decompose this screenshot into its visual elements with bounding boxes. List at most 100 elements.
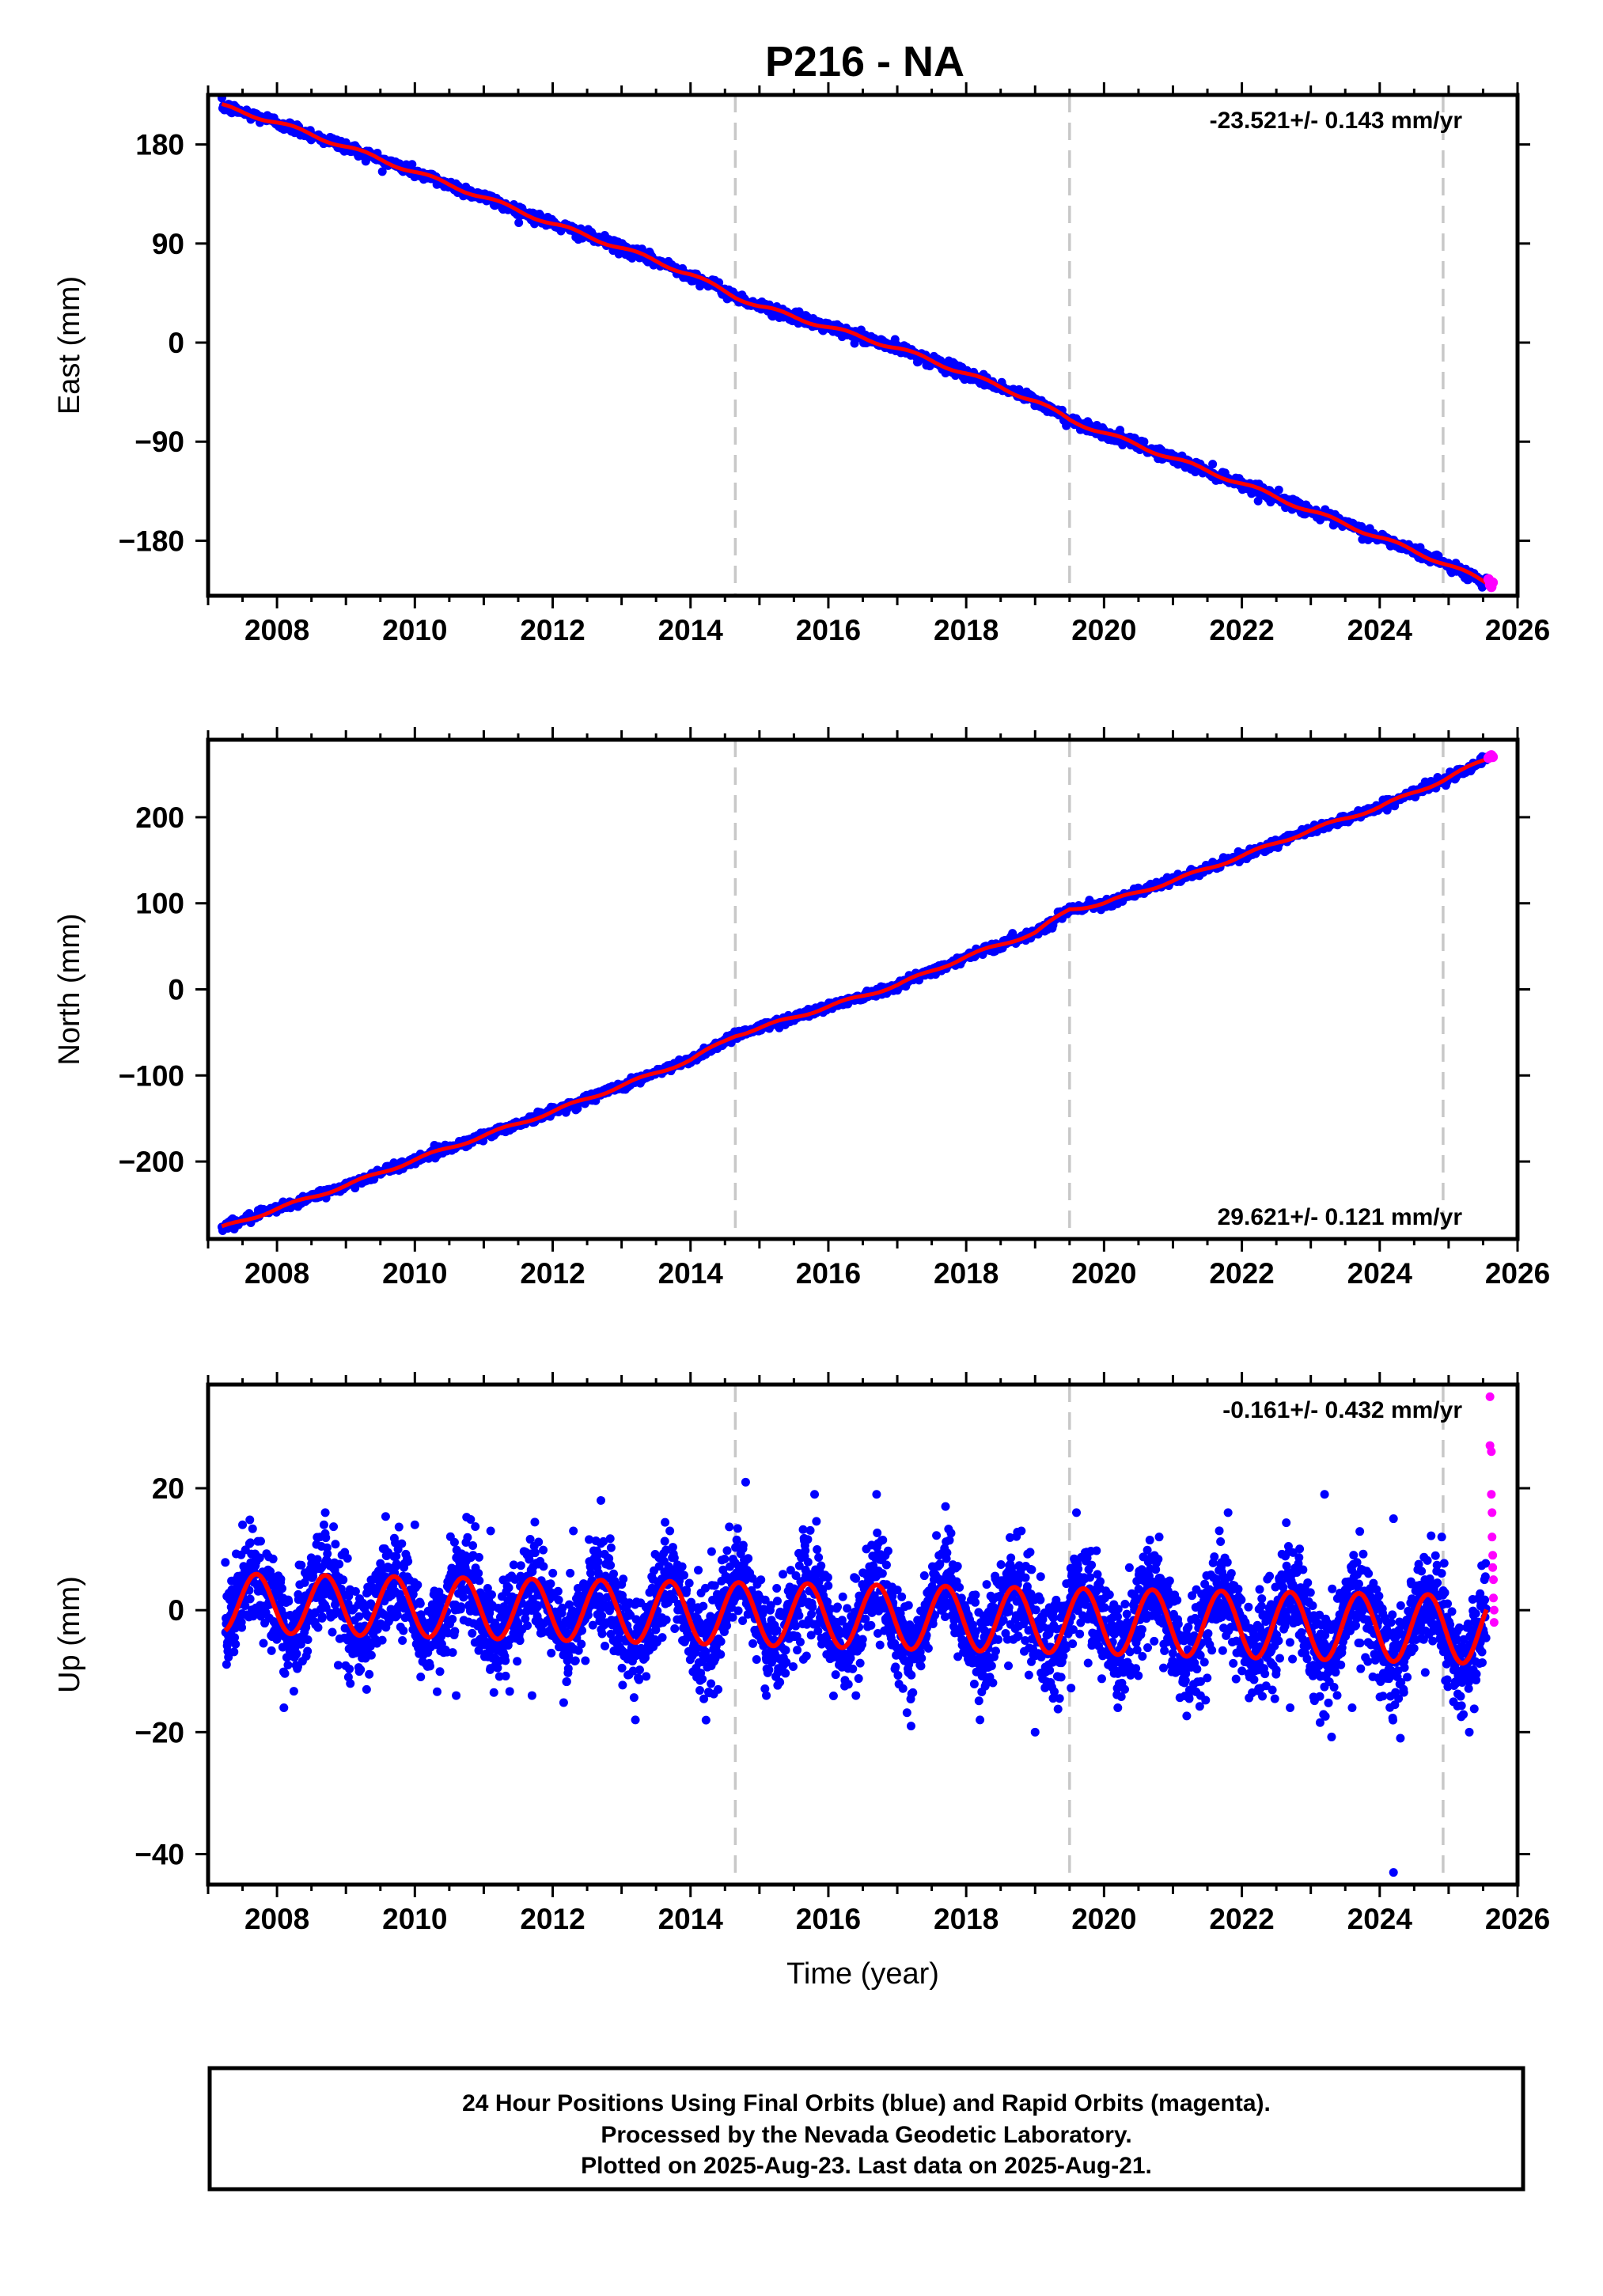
y-axis-label: East (mm) bbox=[53, 276, 86, 415]
final-orbit-point bbox=[333, 1661, 343, 1670]
y-tick-label: 0 bbox=[168, 327, 184, 359]
final-orbit-point bbox=[707, 1679, 716, 1688]
final-orbit-point bbox=[618, 1680, 627, 1690]
final-orbit-point bbox=[548, 1568, 558, 1578]
final-orbit-point bbox=[246, 1538, 256, 1548]
x-tick-label: 2018 bbox=[934, 614, 999, 646]
x-tick-label: 2020 bbox=[1071, 614, 1136, 646]
final-orbit-point bbox=[707, 1547, 716, 1556]
final-orbit-point bbox=[553, 1586, 563, 1596]
x-tick-label: 2008 bbox=[244, 1257, 309, 1290]
x-tick-label: 2018 bbox=[934, 1257, 999, 1290]
final-orbit-point bbox=[680, 1570, 689, 1580]
model-line bbox=[221, 757, 1487, 1229]
x-tick-label: 2026 bbox=[1485, 614, 1550, 646]
final-orbit-point bbox=[1274, 485, 1283, 494]
final-orbit-point bbox=[392, 1552, 401, 1561]
final-orbit-point bbox=[505, 1687, 514, 1696]
final-orbit-point bbox=[245, 1594, 255, 1604]
velocity-annotation: 29.621+/- 0.121 mm/yr bbox=[1218, 1204, 1463, 1230]
final-orbit-point bbox=[530, 1548, 540, 1558]
final-orbit-point bbox=[474, 1568, 483, 1578]
final-orbit-point bbox=[398, 1635, 407, 1645]
final-orbit-point bbox=[698, 1674, 707, 1684]
final-orbit-point bbox=[725, 1522, 734, 1532]
final-orbit-point bbox=[733, 1524, 742, 1533]
y-tick-label: 100 bbox=[135, 888, 184, 920]
final-orbit-point bbox=[597, 1629, 607, 1639]
final-orbit-point bbox=[504, 1583, 513, 1593]
final-orbit-point bbox=[660, 1536, 669, 1546]
rapid-orbit-points bbox=[1483, 750, 1499, 763]
final-orbit-point bbox=[408, 1589, 418, 1599]
east-panel: 2008 2010 2012 2014 2016 2018 2020 2022 2024 2026… bbox=[53, 82, 1550, 646]
y-tick-label: −100 bbox=[119, 1059, 184, 1092]
final-orbit-point bbox=[501, 1671, 510, 1680]
final-orbit-point bbox=[701, 1647, 711, 1657]
final-orbit-point bbox=[523, 1621, 532, 1631]
final-orbit-point bbox=[351, 1586, 360, 1596]
y-tick-label: −90 bbox=[135, 426, 184, 458]
final-orbit-point bbox=[248, 1524, 257, 1533]
final-orbit-point bbox=[601, 1641, 610, 1650]
final-orbit-point bbox=[733, 1606, 743, 1616]
final-orbit-point bbox=[283, 1661, 293, 1670]
final-orbit-point bbox=[317, 1612, 327, 1622]
y-tick-label: −200 bbox=[119, 1146, 184, 1178]
final-orbit-point bbox=[344, 1591, 354, 1601]
x-tick-label: 2016 bbox=[796, 1257, 861, 1290]
final-orbit-point bbox=[487, 1590, 496, 1600]
final-orbit-points bbox=[217, 95, 1491, 592]
final-orbit-point bbox=[231, 1639, 241, 1649]
final-orbit-point bbox=[292, 1649, 301, 1658]
final-orbit-point bbox=[354, 1612, 364, 1621]
final-orbit-point bbox=[237, 1623, 247, 1632]
final-orbit-point bbox=[515, 1636, 525, 1646]
final-orbit-point bbox=[366, 1642, 375, 1651]
final-orbit-point bbox=[457, 1602, 466, 1612]
final-orbit-point bbox=[397, 1539, 407, 1548]
final-orbit-point bbox=[267, 1646, 276, 1655]
final-orbit-point bbox=[297, 1560, 306, 1570]
y-axis-label: North (mm) bbox=[53, 913, 86, 1065]
final-orbit-point bbox=[448, 1614, 457, 1623]
final-orbit-point bbox=[606, 1560, 616, 1570]
final-orbit-point bbox=[661, 1517, 670, 1527]
final-orbit-point bbox=[450, 1627, 460, 1636]
y-tick-label: −180 bbox=[119, 525, 184, 557]
final-orbit-point bbox=[699, 1601, 708, 1611]
final-orbit-point bbox=[489, 1688, 498, 1697]
final-orbit-point bbox=[392, 1559, 401, 1569]
x-tick-label: 2022 bbox=[1209, 614, 1274, 646]
final-orbit-point bbox=[328, 1627, 337, 1637]
final-orbit-point bbox=[459, 1593, 468, 1602]
final-orbit-point bbox=[303, 1635, 313, 1644]
final-orbit-point bbox=[738, 1540, 748, 1550]
x-tick-label: 2012 bbox=[520, 614, 585, 646]
final-orbit-point bbox=[245, 1515, 255, 1525]
x-tick-label: 2012 bbox=[520, 1257, 585, 1290]
final-orbit-point bbox=[1208, 460, 1218, 469]
final-orbit-point bbox=[642, 1672, 651, 1681]
final-orbit-point bbox=[356, 1665, 366, 1674]
final-orbit-point bbox=[221, 1558, 230, 1567]
final-orbit-point bbox=[474, 1552, 483, 1562]
final-orbit-point bbox=[684, 1578, 694, 1588]
x-tick-label: 2024 bbox=[1347, 614, 1413, 646]
final-orbit-point bbox=[722, 1546, 732, 1555]
y-tick-label: 90 bbox=[152, 228, 184, 260]
final-orbit-point bbox=[346, 1679, 355, 1688]
final-orbit-point bbox=[222, 1660, 231, 1669]
x-tick-label: 2014 bbox=[658, 1257, 724, 1290]
final-orbit-point bbox=[468, 1628, 477, 1638]
final-orbit-point bbox=[425, 1661, 434, 1671]
final-orbit-point bbox=[744, 1554, 753, 1563]
final-orbit-points bbox=[221, 1477, 1491, 1877]
final-orbit-point bbox=[570, 1656, 580, 1665]
final-orbit-point bbox=[416, 1672, 426, 1681]
final-orbit-point bbox=[289, 1687, 298, 1696]
final-orbit-point bbox=[554, 1595, 563, 1605]
final-orbit-point bbox=[501, 1656, 510, 1665]
final-orbit-point bbox=[241, 1601, 250, 1610]
